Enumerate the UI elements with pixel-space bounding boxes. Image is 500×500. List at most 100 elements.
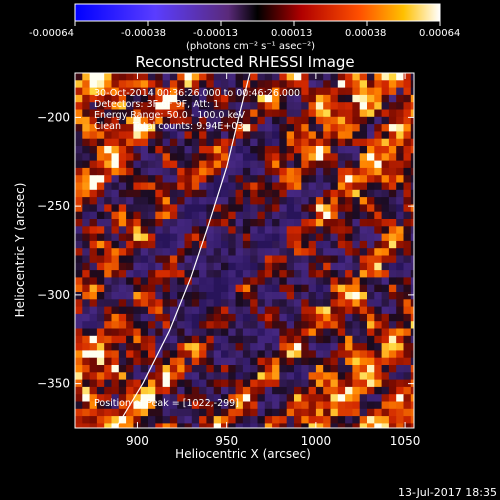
heatmap-cell — [308, 80, 317, 88]
heatmap-cell — [323, 394, 331, 402]
heatmap-cell — [82, 226, 90, 234]
heatmap-cell — [323, 102, 331, 110]
heatmap-cell — [133, 270, 142, 278]
heatmap-cell — [169, 175, 178, 183]
heatmap-cell — [82, 328, 90, 337]
heatmap-cell — [133, 277, 142, 286]
heatmap-cell — [250, 175, 258, 183]
heatmap-cell — [199, 182, 207, 191]
heatmap-cell — [359, 80, 368, 88]
heatmap-cell — [388, 313, 397, 322]
heatmap-cell — [242, 116, 251, 125]
heatmap-cell — [359, 211, 368, 220]
heatmap-cell — [323, 372, 331, 380]
heatmap-cell — [148, 299, 156, 307]
heatmap-cell — [235, 211, 244, 220]
heatmap-cell — [410, 153, 414, 161]
annotation-block: 30-Oct-2014 00:36:26.000 to 00:46:26.000… — [94, 88, 300, 132]
heatmap-cell — [206, 109, 215, 118]
heatmap-cell — [221, 423, 229, 428]
heatmap-cell — [199, 167, 207, 176]
heatmap-cell — [381, 116, 390, 125]
heatmap-cell — [228, 204, 236, 213]
heatmap-cell — [279, 270, 288, 278]
heatmap-cell — [388, 365, 397, 373]
heatmap-cell — [315, 219, 324, 227]
heatmap-cell — [308, 255, 317, 264]
heatmap-cell — [257, 416, 266, 424]
heatmap-cell — [89, 357, 98, 366]
heatmap-cell — [162, 401, 171, 410]
heatmap-cell — [337, 255, 346, 264]
heatmap-cell — [359, 248, 368, 256]
heatmap-cell — [301, 226, 309, 234]
heatmap-cell — [388, 116, 397, 125]
heatmap-cell — [184, 87, 193, 96]
heatmap-cell — [301, 416, 309, 424]
heatmap-cell — [403, 313, 412, 322]
heatmap-cell — [111, 138, 120, 147]
heatmap-cell — [169, 240, 178, 249]
heatmap-cell — [308, 189, 317, 198]
heatmap-cell — [315, 306, 324, 315]
heatmap-cell — [337, 138, 346, 147]
heatmap-cell — [118, 284, 127, 293]
heatmap-cell — [191, 270, 200, 278]
heatmap-cell — [75, 248, 83, 256]
heatmap-cell — [330, 182, 339, 191]
heatmap-cell — [381, 270, 390, 278]
heatmap-cell — [272, 219, 280, 227]
heatmap-cell — [96, 270, 105, 278]
heatmap-cell — [148, 394, 156, 402]
heatmap-cell — [374, 328, 382, 337]
heatmap-cell — [381, 365, 390, 373]
heatmap-cell — [410, 233, 414, 242]
heatmap-cell — [323, 109, 331, 118]
heatmap-cell — [184, 408, 193, 417]
heatmap-cell — [374, 292, 382, 300]
heatmap-cell — [257, 189, 266, 198]
heatmap-cell — [272, 248, 280, 256]
heatmap-cell — [388, 270, 397, 278]
heatmap-cell — [191, 109, 200, 118]
heatmap-cell — [169, 226, 178, 234]
heatmap-cell — [359, 343, 368, 351]
heatmap-cell — [315, 386, 324, 395]
heatmap-cell — [352, 175, 361, 183]
heatmap-cell — [367, 102, 375, 110]
heatmap-cell — [308, 357, 317, 366]
heatmap-cell — [169, 109, 178, 118]
heatmap-cell — [410, 416, 414, 424]
heatmap-cell — [206, 94, 215, 103]
heatmap-cell — [199, 138, 207, 147]
heatmap-cell — [133, 262, 142, 271]
heatmap-cell — [301, 284, 309, 293]
heatmap-cell — [162, 160, 171, 169]
heatmap-cell — [140, 284, 149, 293]
x-tick-label: 1050 — [390, 434, 421, 448]
heatmap-cell — [388, 189, 397, 198]
peak-position-label: Position of Peak = [1022,-299] — [94, 398, 239, 409]
y-tick-label: −350 — [37, 377, 70, 391]
heatmap-cell — [140, 153, 149, 161]
heatmap-cell — [104, 153, 112, 161]
heatmap-cell — [89, 343, 98, 351]
heatmap-cell — [345, 146, 353, 154]
heatmap-cell — [345, 292, 353, 300]
heatmap-cell — [199, 219, 207, 227]
heatmap-cell — [315, 131, 324, 140]
heatmap-cell — [381, 306, 390, 315]
heatmap-cell — [89, 365, 98, 373]
heatmap-cell — [118, 255, 127, 264]
heatmap-cell — [308, 131, 317, 140]
heatmap-cell — [228, 80, 236, 88]
heatmap-cell — [250, 102, 258, 110]
heatmap-cell — [352, 233, 361, 242]
heatmap-cell — [75, 401, 83, 410]
heatmap-cell — [155, 394, 163, 402]
heatmap-cell — [374, 343, 382, 351]
heatmap-cell — [345, 138, 353, 147]
heatmap-cell — [323, 343, 331, 351]
heatmap-cell — [96, 335, 105, 344]
